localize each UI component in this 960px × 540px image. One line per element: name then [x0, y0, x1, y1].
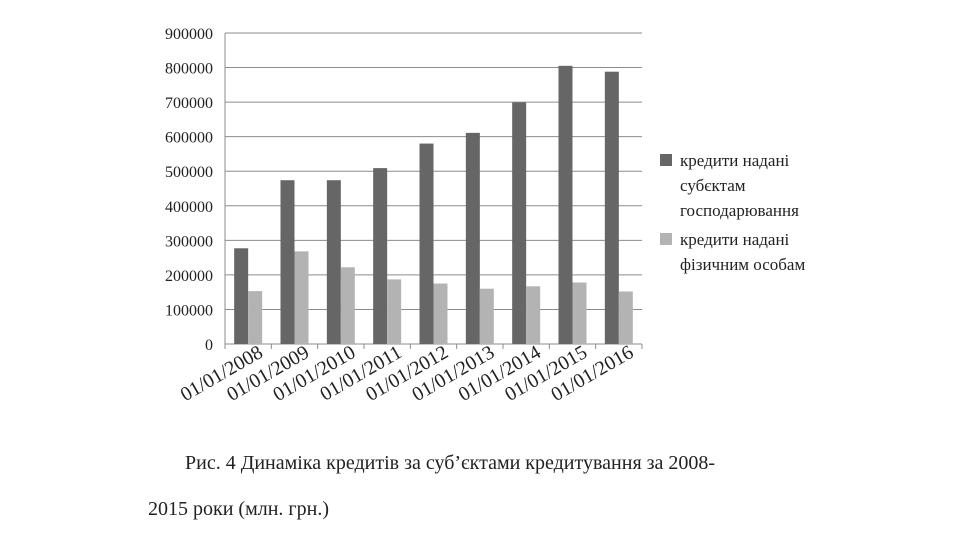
y-axis-ticks: 0 100000 200000 300000 400000 500000 600000 700… — [165, 26, 213, 354]
bar-individuals — [572, 282, 587, 344]
caption-line-1: Рис. 4 Динаміка кредитів за суб’єктами к… — [185, 452, 716, 474]
legend-item-individuals: кредити надані фізичним особам — [660, 227, 850, 277]
bar-individuals — [433, 283, 448, 344]
legend: кредити надані субєктам господарювання к… — [660, 148, 850, 281]
bar-enterprises — [512, 102, 527, 344]
legend-label-line: господарювання — [680, 201, 799, 220]
bar-individuals — [479, 288, 494, 344]
figure-caption: Рис. 4 Динаміка кредитів за суб’єктами к… — [148, 440, 848, 532]
y-tick-label: 800000 — [165, 61, 213, 78]
legend-swatch-enterprises — [660, 154, 672, 166]
y-tick-label: 100000 — [165, 302, 213, 319]
legend-label-line: фізичним особам — [680, 255, 806, 274]
bar-individuals — [618, 291, 633, 344]
y-tick-label: 600000 — [165, 130, 213, 147]
x-axis-ticks: 01/01/200801/01/200901/01/201001/01/2011… — [177, 341, 643, 406]
y-tick-label: 500000 — [165, 164, 213, 181]
legend-label-line: субєктам — [680, 176, 746, 195]
bar-enterprises — [326, 180, 341, 344]
bar-individuals — [248, 291, 263, 344]
bar-individuals — [340, 267, 355, 344]
bar-enterprises — [465, 132, 480, 344]
legend-swatch-individuals — [660, 233, 672, 245]
bar-enterprises — [558, 65, 573, 345]
bar-chart: 0 100000 200000 300000 400000 500000 600000 700… — [165, 26, 643, 406]
y-tick-label: 400000 — [165, 199, 213, 216]
bar-enterprises — [419, 143, 434, 344]
bar-individuals — [387, 279, 402, 344]
legend-item-enterprises: кредити надані субєктам господарювання — [660, 148, 850, 223]
y-tick-label: 300000 — [165, 233, 213, 250]
legend-label-line: кредити надані — [680, 151, 790, 170]
y-tick-label: 200000 — [165, 268, 213, 285]
y-tick-label: 900000 — [165, 26, 213, 43]
bar-enterprises — [604, 71, 619, 345]
bar-individuals — [294, 251, 309, 344]
bars — [234, 65, 633, 345]
y-tick-label: 0 — [205, 337, 213, 354]
legend-label-line: кредити надані — [680, 230, 790, 249]
bar-enterprises — [373, 168, 388, 344]
bar-enterprises — [280, 180, 295, 344]
caption-line-2: 2015 роки (млн. грн.) — [148, 498, 329, 520]
bar-enterprises — [234, 248, 249, 344]
bar-individuals — [526, 286, 541, 344]
y-tick-label: 700000 — [165, 95, 213, 112]
